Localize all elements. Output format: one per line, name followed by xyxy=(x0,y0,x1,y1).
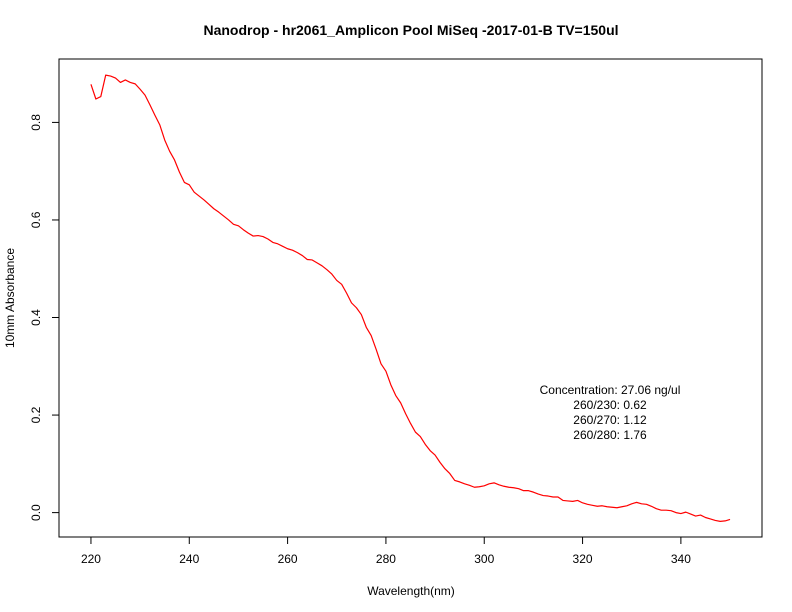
x-tick-label: 240 xyxy=(179,552,199,566)
x-tick-label: 220 xyxy=(81,552,101,566)
series-group xyxy=(90,74,731,522)
x-tick-label: 320 xyxy=(573,552,593,566)
y-tick-label: 0.8 xyxy=(29,114,43,131)
x-tick-label: 280 xyxy=(376,552,396,566)
annotation-line: 260/270: 1.12 xyxy=(573,413,647,427)
chart-title: Nanodrop - hr2061_Amplicon Pool MiSeq -2… xyxy=(203,22,618,38)
y-tick-label: 0.0 xyxy=(29,504,43,521)
plot-frame xyxy=(58,58,763,538)
y-axis: 0.0 0.2 0.4 0.6 0.8 xyxy=(29,114,60,521)
x-tick-label: 300 xyxy=(474,552,494,566)
x-axis: 220 240 260 280 300 320 340 xyxy=(81,536,691,566)
annotation-line: 260/280: 1.76 xyxy=(573,428,647,442)
annotation-line: Concentration: 27.06 ng/ul xyxy=(540,383,681,397)
y-tick-label: 0.4 xyxy=(29,309,43,326)
annotation-line: 260/230: 0.62 xyxy=(573,398,647,412)
y-tick-label: 0.2 xyxy=(29,406,43,423)
y-axis-label: 10mm Absorbance xyxy=(3,248,17,348)
y-tick-label: 0.6 xyxy=(29,211,43,228)
series-line xyxy=(90,74,731,522)
x-axis-label: Wavelength(nm) xyxy=(367,584,455,598)
x-tick-label: 340 xyxy=(671,552,691,566)
x-tick-label: 260 xyxy=(278,552,298,566)
